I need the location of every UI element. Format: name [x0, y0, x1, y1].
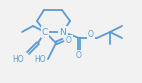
- Text: O: O: [88, 29, 94, 39]
- Text: HO: HO: [34, 55, 46, 63]
- Text: N: N: [60, 27, 66, 37]
- Text: O: O: [66, 36, 72, 44]
- Text: O: O: [76, 50, 82, 60]
- Text: C: C: [42, 27, 48, 37]
- Text: HO: HO: [12, 56, 24, 64]
